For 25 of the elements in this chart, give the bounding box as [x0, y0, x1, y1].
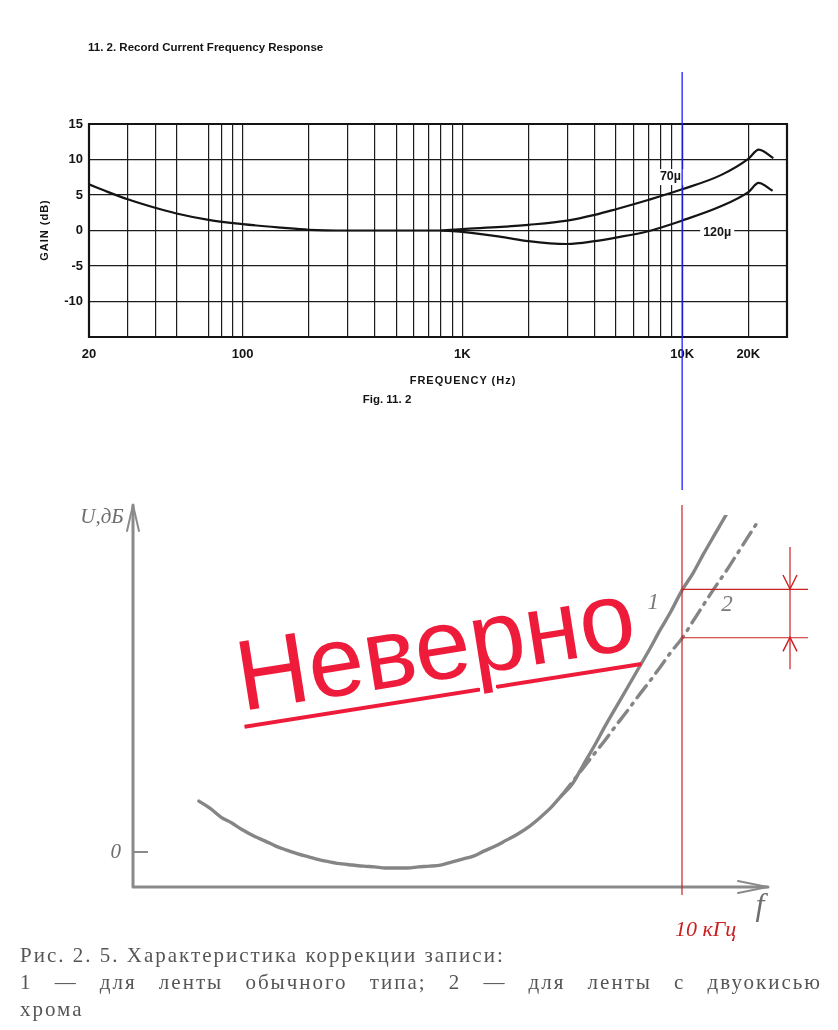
- y-tick-label: 0: [75, 222, 83, 238]
- x-axis-title: FREQUENCY (Hz): [409, 374, 517, 387]
- y-tick-label: 10: [68, 151, 83, 167]
- text: 1 — для ленты обычного типа; 2 — для ленты с двуокисью хрома: [20, 969, 822, 1023]
- series-label: 2: [721, 591, 733, 617]
- y-axis-title: GAIN (dB): [38, 199, 51, 261]
- series-label: 120µ: [703, 225, 732, 240]
- y-tick-label: 15: [68, 115, 83, 131]
- y-tick-label: 5: [75, 186, 83, 202]
- x-tick-label: 1K: [454, 346, 472, 362]
- caption: Fig. 11. 2: [362, 393, 412, 406]
- text: 10 кГц: [675, 915, 737, 941]
- annotation: Неверно: [227, 558, 643, 732]
- x-axis-title: f: [755, 886, 769, 923]
- series-label: 70µ: [659, 169, 681, 184]
- text: 0: [110, 838, 122, 863]
- chart-title: 11. 2. Record Current Frequency Response: [88, 41, 324, 54]
- y-tick-label: -5: [71, 257, 83, 273]
- x-tick-label: 100: [231, 346, 254, 362]
- x-tick-label: 20K: [736, 346, 761, 362]
- text: Рис. 2. 5. Характеристика коррекции записи:: [20, 942, 505, 969]
- y-tick-label: -10: [64, 293, 83, 309]
- x-tick-label: 20: [81, 346, 97, 362]
- series-label: 1: [647, 589, 659, 615]
- y-axis-title: U,дБ: [80, 503, 124, 528]
